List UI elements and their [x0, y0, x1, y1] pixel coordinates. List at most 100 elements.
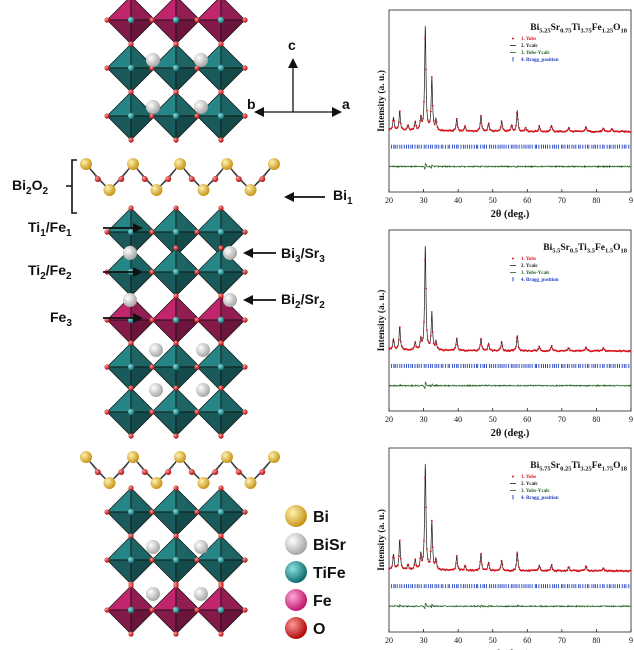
octahedron-face [106, 585, 132, 611]
yobs-point [481, 345, 483, 348]
o-atom [194, 317, 200, 323]
o-atom [194, 509, 200, 515]
octahedron-face [130, 366, 156, 392]
crystal-structure [80, 0, 280, 637]
yobs-point [511, 124, 513, 127]
o-atom [149, 409, 155, 415]
yobs-point [393, 341, 395, 343]
tife-atom [172, 228, 180, 236]
yobs-point [568, 127, 571, 129]
yobs-point [417, 127, 420, 129]
y-axis-label: Intensity (a. u.) [376, 70, 387, 132]
chart-title: Bi5.75Sr0.25Ti3.25Fe1.75O18 [530, 461, 627, 473]
yobs-point [538, 564, 541, 567]
yobs-point [550, 564, 553, 566]
yobs-point [550, 125, 553, 128]
octahedron-face [130, 411, 156, 437]
yobs-point [405, 567, 408, 570]
yobs-point [408, 127, 411, 130]
octahedron-face [220, 342, 246, 368]
octahedron-face [106, 91, 132, 117]
x-tick-label: 50 [489, 415, 497, 424]
yobs-point [549, 129, 551, 131]
yobs-point [455, 124, 457, 126]
yobs-point [423, 100, 425, 103]
octahedron-face [175, 0, 201, 21]
tife-octahedron [194, 485, 248, 539]
yobs-point [600, 130, 603, 133]
bisr-atom [123, 293, 137, 307]
octahedron-face [130, 0, 156, 21]
yobs-point [420, 115, 422, 118]
yobs-point [426, 548, 428, 550]
o-atom [173, 533, 179, 539]
yobs-point [457, 345, 459, 347]
yobs-point [397, 564, 399, 567]
legend-label: 4. Bragg_position [521, 278, 559, 283]
o-atom [218, 293, 224, 299]
yobs-point [501, 345, 504, 347]
o-atom [149, 364, 155, 370]
octahedron-face [130, 19, 156, 45]
x-tick-label: 70 [558, 196, 566, 205]
bisr-atom [123, 246, 137, 260]
yobs-point [515, 124, 517, 127]
x-tick-label: 60 [523, 415, 531, 424]
tife-atom [217, 64, 225, 72]
legend-label: 2. Ycalc [521, 482, 539, 487]
bisr3-label: Bi3/Sr3 [281, 245, 325, 265]
bragg-positions [390, 144, 630, 149]
xrd-panel-2: 20 30 40 50 60 70 80 9 2θ (deg.) Intensity (a. u.… [376, 229, 633, 439]
bi-atom [197, 184, 210, 196]
fe3-label: Fe3 [50, 309, 72, 329]
yobs-point [486, 348, 488, 351]
o-atom [173, 41, 179, 47]
yobs-point [488, 343, 490, 346]
yobs-point [517, 559, 519, 562]
yobs-point [463, 125, 466, 128]
o-atom [173, 89, 179, 95]
tife-atom [172, 363, 180, 371]
x-tick-label: 30 [420, 196, 428, 205]
tife-atom [127, 556, 135, 564]
bisr2-label: Bi2/Sr2 [281, 291, 325, 311]
yobs-point [609, 129, 612, 132]
bi-atom [150, 184, 163, 196]
octahedron-face [175, 342, 201, 368]
octahedron-face [196, 559, 222, 585]
yobs-point [501, 125, 504, 128]
x-tick-label: 20 [385, 196, 393, 205]
legend-label: 4. Bragg_position [521, 496, 559, 501]
octahedron-face [106, 487, 132, 513]
bi2o2-layer [80, 158, 280, 489]
o-atom [242, 113, 248, 119]
chart-title: Bi5.5Sr0.5Ti3.5Fe1.5O18 [543, 243, 627, 255]
yobs-point [462, 128, 465, 131]
yobs-point [431, 546, 434, 549]
yobs-point [429, 335, 432, 337]
yobs-point [415, 124, 418, 127]
tife-octahedron [194, 533, 248, 587]
o-atom [128, 631, 134, 637]
o-atom [165, 176, 172, 182]
tife-atom [217, 228, 225, 236]
octahedron-face [106, 19, 132, 45]
yobs-point [479, 560, 482, 563]
fe-octahedron [149, 293, 203, 347]
yobs-point [390, 567, 392, 569]
yobs-point [516, 111, 518, 114]
bisr-atom [146, 587, 160, 601]
octahedron-face [130, 609, 156, 635]
yobs-point [424, 258, 426, 261]
yobs-point [509, 128, 512, 131]
o-atom [218, 89, 224, 95]
octahedron-face [106, 511, 132, 537]
x-tick-label: 50 [489, 636, 497, 645]
yobs-point [407, 564, 410, 567]
legend-bi-swatch [285, 505, 307, 527]
x-tick-label: 70 [558, 415, 566, 424]
yobs-point [435, 343, 438, 346]
yobs-point [399, 122, 402, 125]
yobs-point [464, 127, 467, 129]
yobs-point [428, 121, 430, 124]
